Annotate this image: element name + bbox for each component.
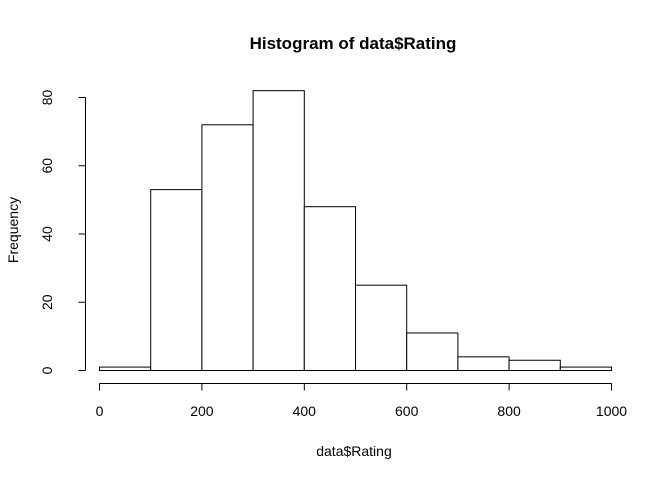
histogram-bar <box>99 366 152 371</box>
histogram-bar <box>252 90 305 372</box>
histogram-bar <box>355 284 408 371</box>
chart-title: Histogram of data$Rating <box>250 34 457 53</box>
histogram-bar <box>457 356 510 372</box>
x-tick-label: 200 <box>190 403 214 419</box>
y-tick-label: 80 <box>39 90 55 106</box>
y-tick-label: 0 <box>39 366 55 374</box>
x-axis: 0 200 400 600 800 1000 <box>96 383 627 419</box>
x-tick-label: 400 <box>293 403 317 419</box>
y-axis-label: Frequency <box>5 197 21 263</box>
histogram-bar <box>559 366 612 371</box>
x-tick-label: 600 <box>395 403 419 419</box>
y-tick-label: 60 <box>39 158 55 174</box>
y-axis: 0 20 40 60 80 <box>39 90 86 374</box>
x-axis-label: data$Rating <box>316 443 392 459</box>
histogram-bar <box>508 359 561 372</box>
x-tick-label: 1000 <box>596 403 627 419</box>
histogram-bar <box>150 189 203 371</box>
x-tick-label: 0 <box>96 403 104 419</box>
histogram-bar <box>303 206 356 371</box>
histogram-bars <box>99 90 612 372</box>
y-tick-label: 20 <box>39 294 55 310</box>
histogram-bar <box>406 332 459 371</box>
histogram-bar <box>201 124 254 371</box>
x-tick-label: 800 <box>497 403 521 419</box>
y-tick-label: 40 <box>39 226 55 242</box>
